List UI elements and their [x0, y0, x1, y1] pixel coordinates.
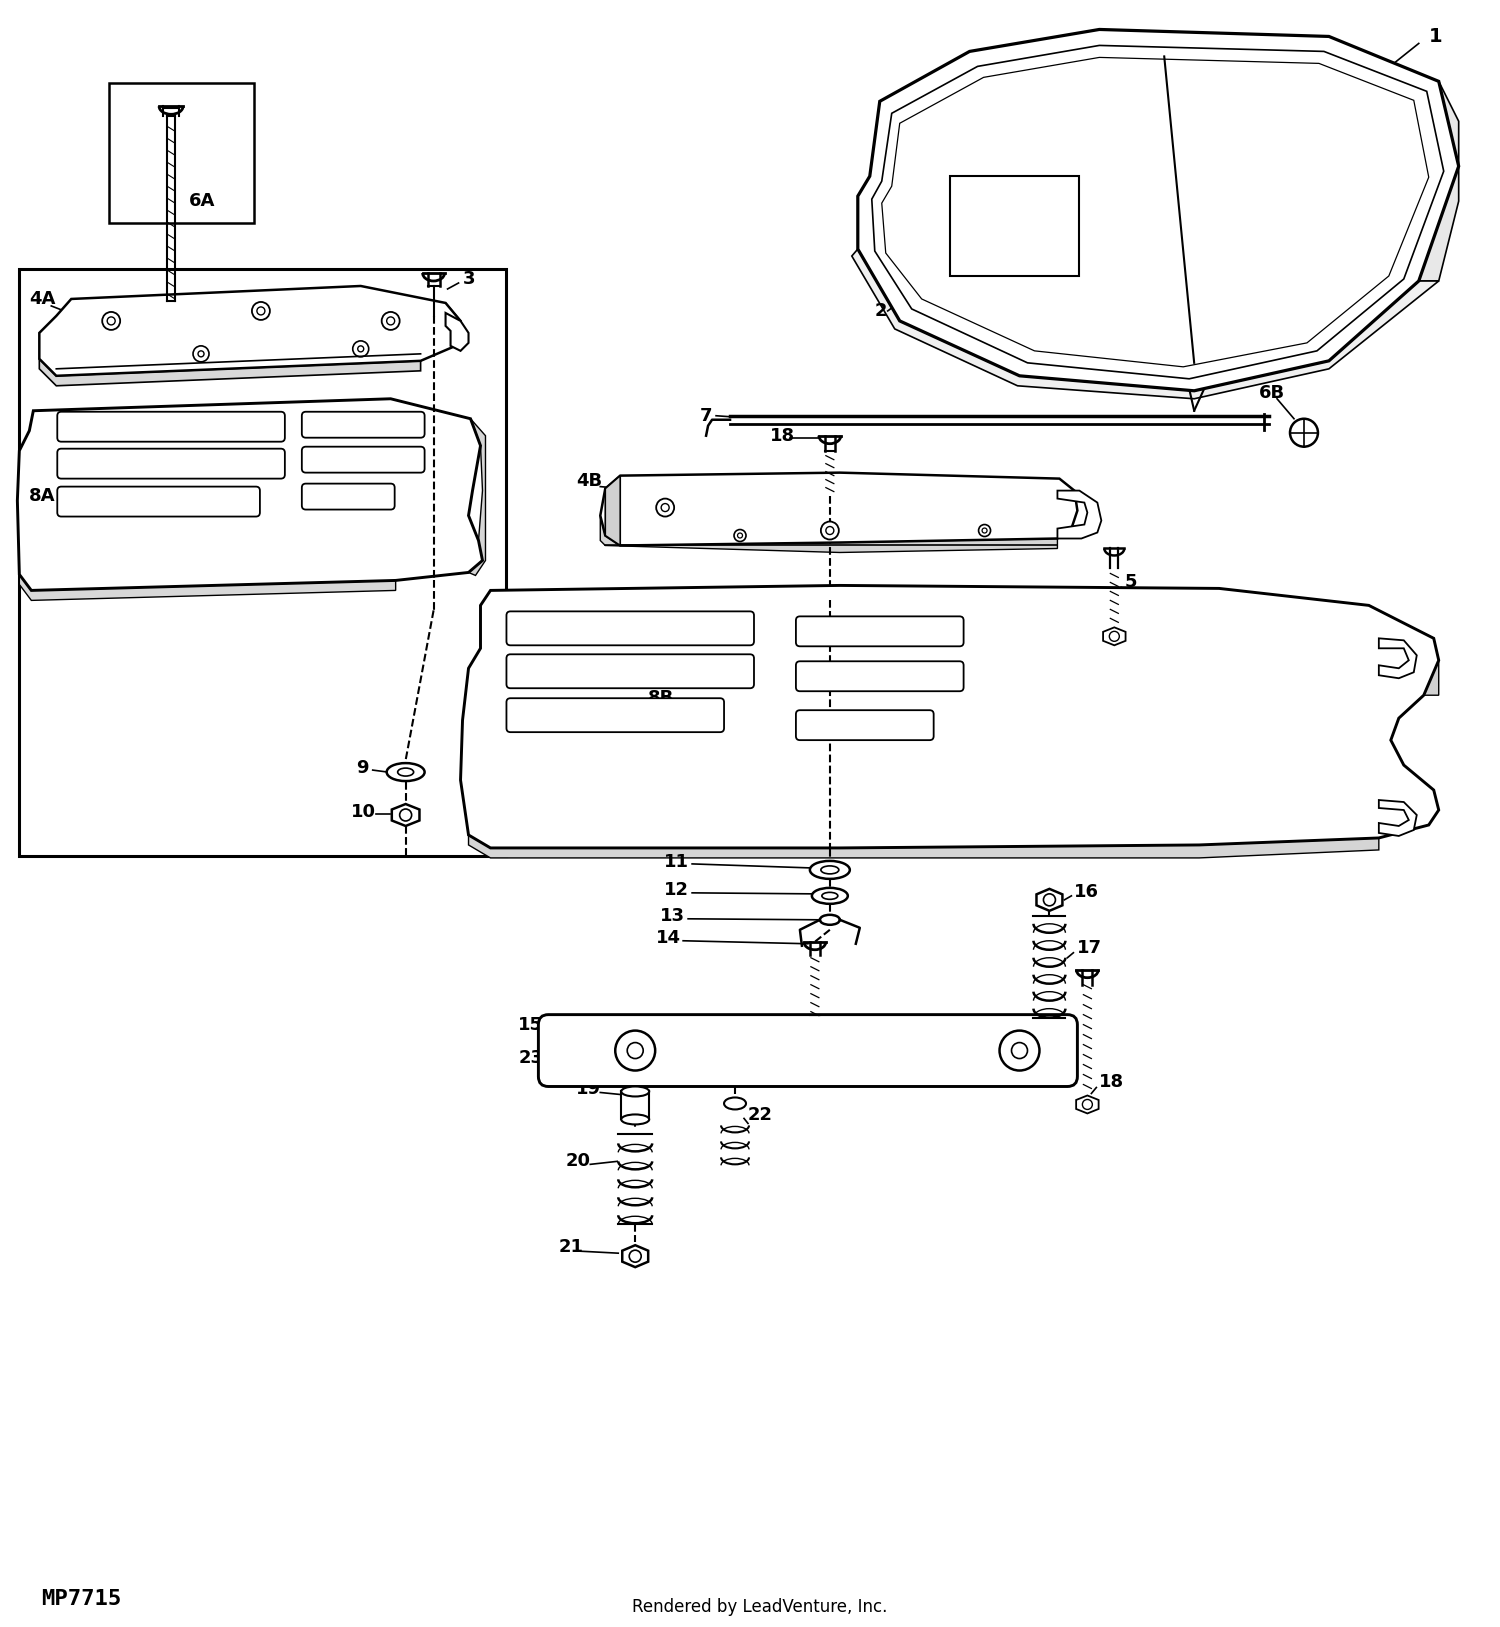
Circle shape — [399, 809, 411, 822]
Text: 2: 2 — [874, 303, 888, 321]
Text: 8B: 8B — [648, 690, 675, 708]
Ellipse shape — [822, 892, 839, 900]
Polygon shape — [18, 399, 483, 591]
Circle shape — [352, 342, 369, 356]
Polygon shape — [468, 418, 486, 576]
Polygon shape — [1076, 1095, 1098, 1113]
FancyBboxPatch shape — [302, 483, 394, 509]
Text: Rendered by LeadVenture, Inc.: Rendered by LeadVenture, Inc. — [633, 1598, 888, 1616]
Text: 4A: 4A — [30, 290, 56, 308]
FancyBboxPatch shape — [302, 447, 424, 472]
Polygon shape — [858, 29, 1458, 390]
Text: 6A: 6A — [189, 192, 216, 210]
Circle shape — [978, 524, 990, 537]
Polygon shape — [39, 360, 420, 386]
Circle shape — [999, 1030, 1039, 1071]
Text: 17: 17 — [1077, 939, 1102, 957]
FancyBboxPatch shape — [507, 612, 754, 646]
Text: 18: 18 — [770, 426, 795, 444]
Ellipse shape — [621, 1087, 650, 1097]
FancyBboxPatch shape — [796, 617, 963, 646]
Text: 3: 3 — [462, 270, 476, 288]
FancyBboxPatch shape — [57, 412, 285, 441]
Circle shape — [628, 1250, 640, 1263]
Text: 14: 14 — [656, 929, 681, 947]
Text: 12: 12 — [664, 880, 688, 898]
Text: 19: 19 — [576, 1080, 602, 1098]
Ellipse shape — [812, 888, 847, 905]
Circle shape — [615, 1030, 656, 1071]
Text: 8A: 8A — [30, 486, 56, 504]
FancyBboxPatch shape — [507, 698, 724, 732]
Polygon shape — [600, 472, 1077, 545]
Polygon shape — [446, 312, 468, 351]
Bar — [950, 176, 1080, 277]
FancyBboxPatch shape — [57, 486, 260, 516]
Ellipse shape — [821, 866, 839, 874]
Circle shape — [194, 347, 208, 361]
Circle shape — [1290, 418, 1318, 447]
Text: LEADVENTURE: LEADVENTURE — [602, 732, 1078, 789]
Text: 21: 21 — [558, 1238, 584, 1256]
Text: 15: 15 — [519, 1015, 543, 1033]
Text: 7: 7 — [700, 407, 712, 425]
Polygon shape — [446, 303, 460, 347]
Polygon shape — [852, 249, 1438, 399]
Polygon shape — [1058, 491, 1101, 539]
FancyBboxPatch shape — [302, 412, 424, 438]
Polygon shape — [606, 475, 619, 545]
Polygon shape — [468, 835, 1378, 857]
Polygon shape — [1370, 605, 1438, 695]
Polygon shape — [39, 286, 460, 376]
Text: 16: 16 — [1074, 883, 1100, 901]
Ellipse shape — [398, 768, 414, 776]
Circle shape — [1011, 1043, 1028, 1059]
Circle shape — [1044, 893, 1056, 906]
Polygon shape — [1036, 888, 1062, 911]
Circle shape — [627, 1043, 644, 1059]
Text: 23: 23 — [519, 1048, 543, 1067]
Ellipse shape — [821, 914, 840, 924]
Text: 4B: 4B — [576, 472, 603, 490]
FancyBboxPatch shape — [538, 1015, 1077, 1087]
Text: 11: 11 — [664, 853, 688, 870]
Text: 18: 18 — [1100, 1072, 1125, 1090]
Polygon shape — [1419, 81, 1458, 281]
Ellipse shape — [621, 1114, 650, 1124]
Polygon shape — [1102, 628, 1125, 646]
Circle shape — [252, 303, 270, 321]
Circle shape — [381, 312, 399, 330]
Text: 20: 20 — [566, 1152, 591, 1170]
Text: 13: 13 — [660, 906, 686, 924]
Circle shape — [656, 498, 674, 516]
Text: 5: 5 — [1125, 573, 1137, 592]
Text: 9: 9 — [356, 760, 368, 778]
Polygon shape — [600, 516, 1058, 553]
Polygon shape — [392, 804, 420, 827]
Text: 22: 22 — [748, 1106, 772, 1124]
Polygon shape — [1378, 800, 1417, 836]
FancyBboxPatch shape — [796, 711, 933, 740]
Ellipse shape — [810, 861, 850, 879]
Bar — [110, 83, 254, 223]
FancyBboxPatch shape — [507, 654, 754, 688]
FancyBboxPatch shape — [57, 449, 285, 478]
Polygon shape — [1378, 638, 1417, 678]
Bar — [20, 268, 507, 856]
Polygon shape — [20, 574, 396, 600]
Circle shape — [821, 522, 839, 540]
Text: 1: 1 — [1428, 28, 1443, 46]
Text: 6B: 6B — [1258, 384, 1286, 402]
Ellipse shape — [387, 763, 424, 781]
Circle shape — [102, 312, 120, 330]
Polygon shape — [622, 1245, 648, 1267]
Ellipse shape — [724, 1098, 746, 1110]
Text: MP7715: MP7715 — [42, 1588, 122, 1609]
FancyBboxPatch shape — [796, 661, 963, 691]
Circle shape — [734, 529, 746, 542]
Polygon shape — [460, 586, 1438, 848]
Text: 10: 10 — [351, 804, 375, 822]
